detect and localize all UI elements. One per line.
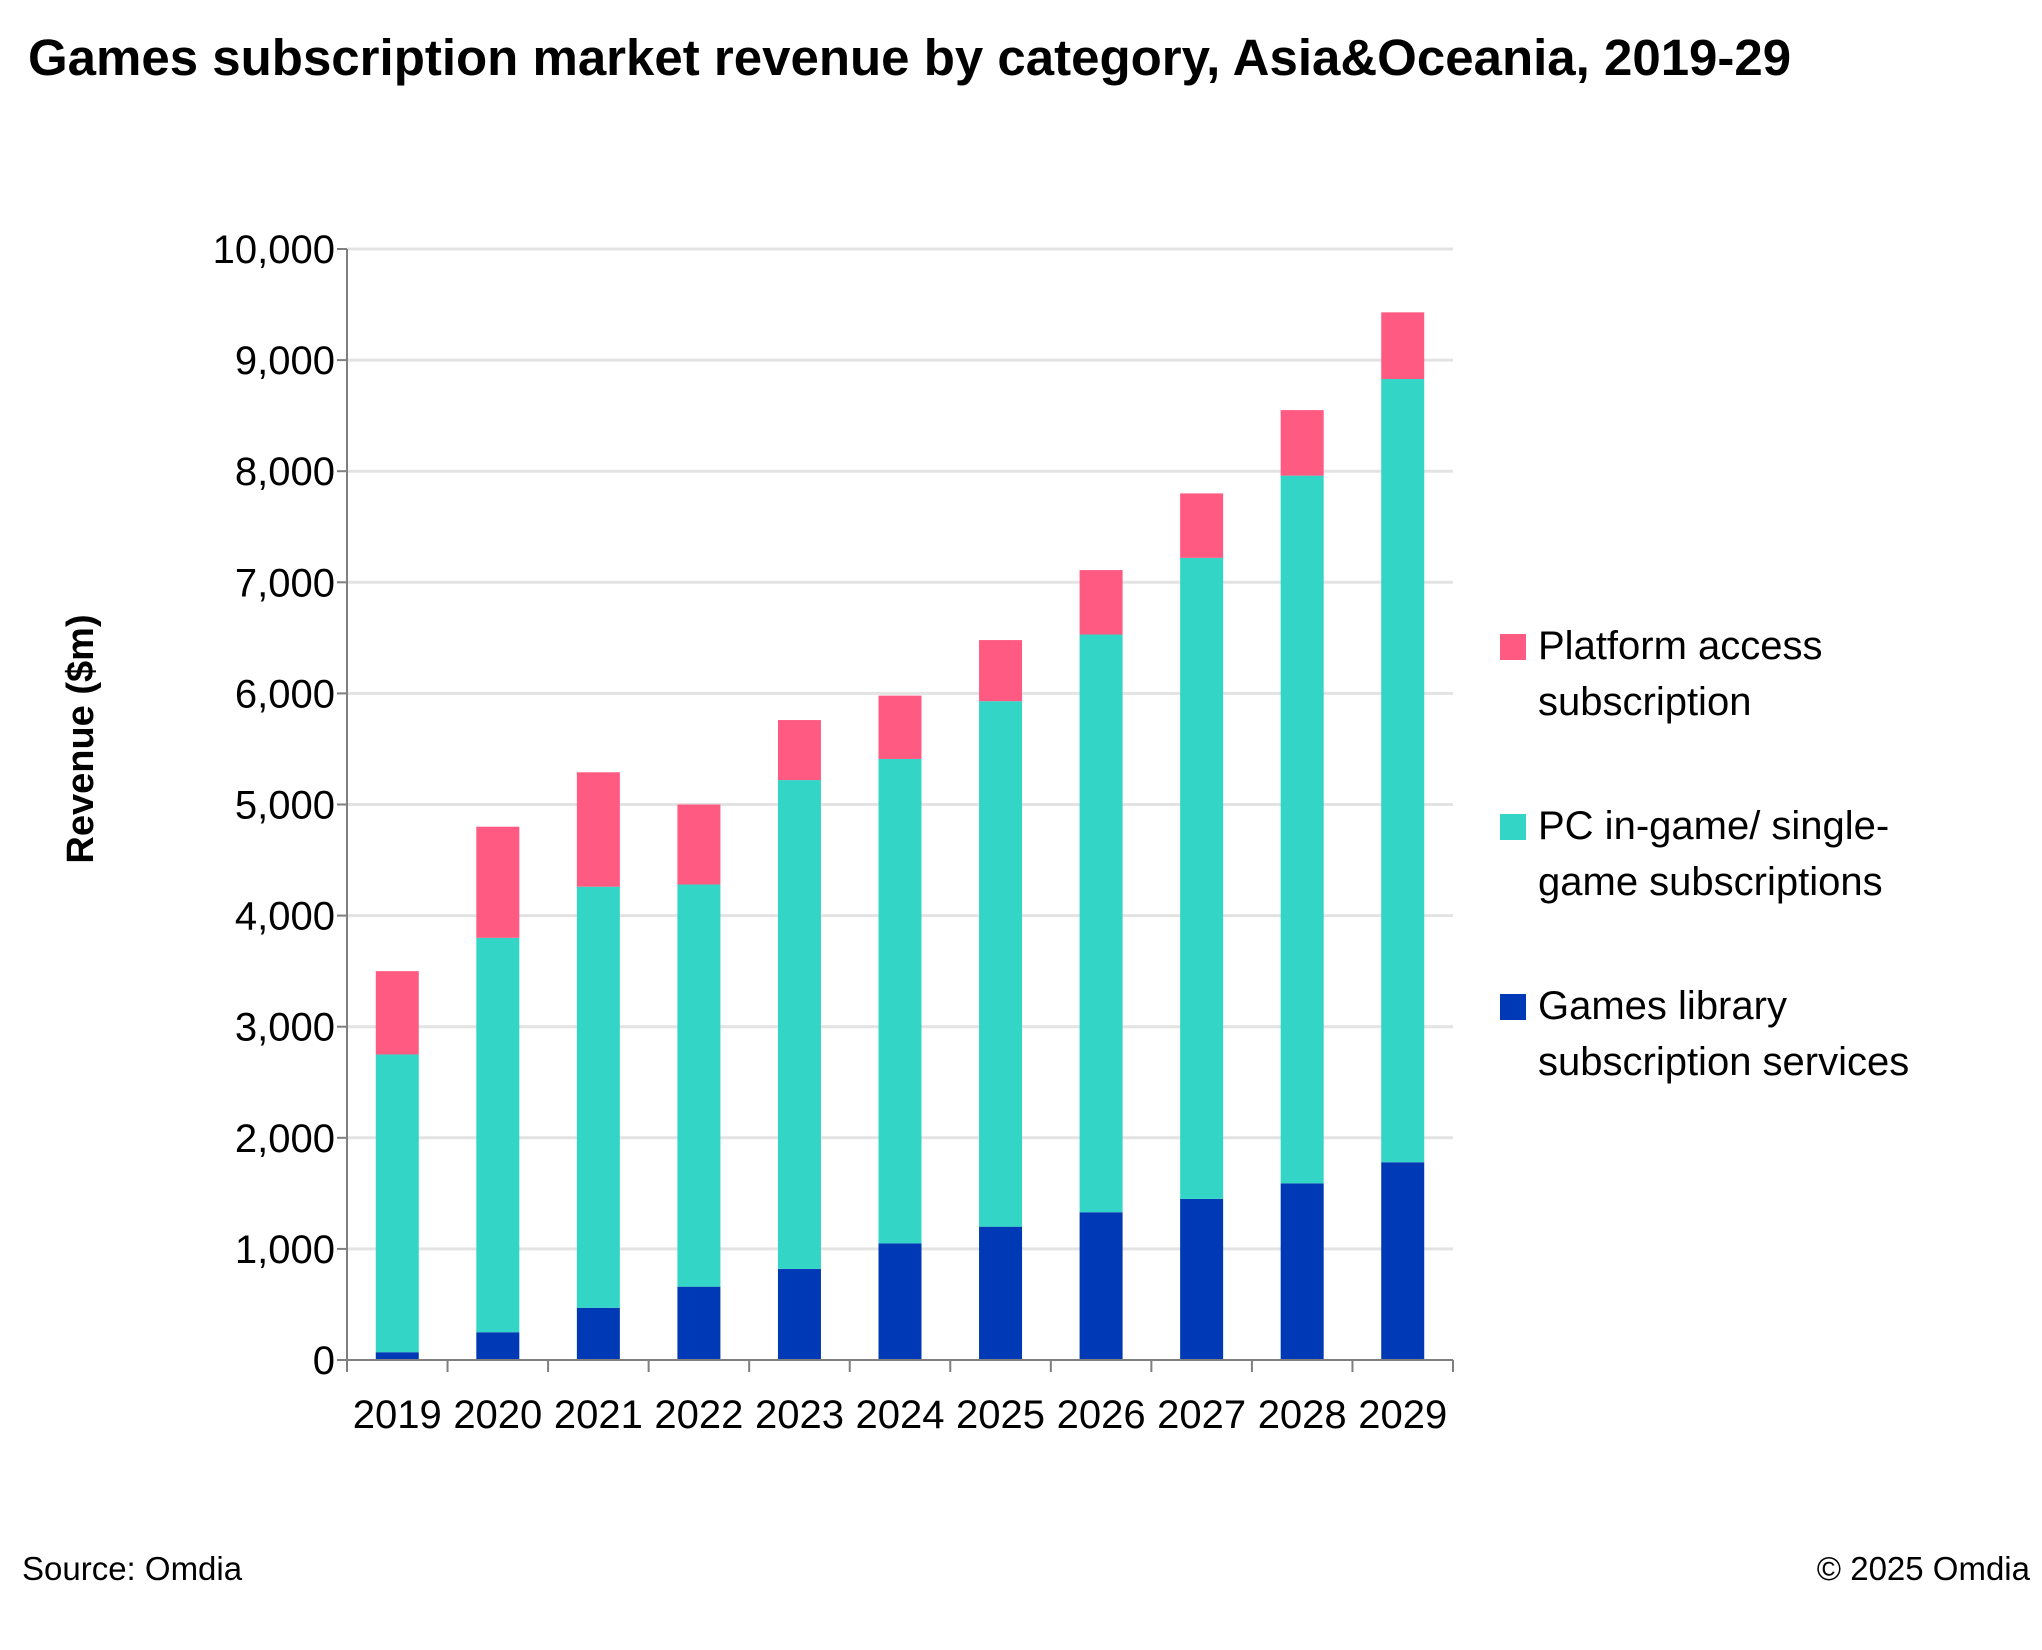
y-tick-label: 1,000 [235, 1228, 335, 1272]
axes [337, 248, 1454, 1372]
legend-swatch [1500, 634, 1526, 660]
bar-platform-2023 [777, 720, 821, 781]
y-tick-label: 5,000 [235, 784, 335, 828]
legend-item-platform: Platform access subscription [1500, 618, 2020, 730]
chart-title: Games subscription market revenue by cat… [28, 29, 1792, 86]
legend-item-library: Games library subscription services [1500, 978, 2020, 1090]
bar-pc-2025 [979, 701, 1023, 1227]
bar-platform-2026 [1079, 570, 1123, 635]
x-tick-label: 2023 [755, 1393, 844, 1437]
bar-library-2029 [1381, 1162, 1425, 1360]
x-tick-label: 2024 [856, 1393, 945, 1437]
y-tick-label: 6,000 [235, 672, 335, 716]
bar-pc-2024 [878, 758, 922, 1244]
bar-pc-2027 [1180, 557, 1224, 1199]
bar-library-2021 [576, 1307, 620, 1360]
bar-library-2020 [476, 1332, 520, 1360]
x-tick-label: 2025 [956, 1393, 1045, 1437]
x-tick-label: 2026 [1057, 1393, 1146, 1437]
legend-label-line: Games library [1538, 984, 1787, 1028]
y-axis-title: Revenue ($m) [60, 614, 102, 863]
bar-pc-2029 [1381, 378, 1425, 1163]
legend-swatch [1500, 994, 1526, 1020]
bar-library-2024 [878, 1243, 922, 1360]
bar-library-2027 [1180, 1198, 1224, 1360]
bar-library-2026 [1079, 1212, 1123, 1360]
bar-platform-2019 [375, 971, 419, 1055]
legend-item-pc: PC in-game/ single-game subscriptions [1500, 798, 2020, 910]
x-tick-label: 2027 [1157, 1393, 1246, 1437]
bar-pc-2028 [1280, 475, 1324, 1184]
bar-library-2028 [1280, 1183, 1324, 1360]
tick-labels: 0 1,000 2,000 3,000 4,000 5,000 6,000 7,000 8,00… [213, 228, 1448, 1437]
x-tick-label: 2028 [1258, 1393, 1347, 1437]
bar-pc-2026 [1079, 634, 1123, 1213]
legend-label-line: game subscriptions [1538, 860, 1883, 904]
bar-platform-2024 [878, 695, 922, 759]
legend-label-line: subscription services [1538, 1040, 1910, 1084]
copyright-note: © 2025 Omdia [1816, 1550, 2030, 1587]
x-tick-label: 2020 [453, 1393, 542, 1437]
legend-label-line: subscription [1538, 680, 1752, 724]
bar-platform-2029 [1381, 312, 1425, 379]
bar-pc-2020 [476, 937, 520, 1333]
legend: Platform access subscription PC in-game/ s… [1500, 618, 2020, 1158]
bar-platform-2027 [1180, 493, 1224, 558]
bar-pc-2021 [576, 886, 620, 1308]
bar-platform-2022 [677, 804, 721, 885]
legend-label-line: PC in-game/ single- [1538, 804, 1890, 848]
x-tick-label: 2022 [654, 1393, 743, 1437]
bar-library-2023 [777, 1268, 821, 1360]
bars [375, 312, 1425, 1360]
source-note: Source: Omdia [22, 1550, 243, 1587]
bar-pc-2022 [677, 884, 721, 1287]
bar-library-2019 [375, 1352, 419, 1360]
x-tick-label: 2019 [353, 1393, 442, 1437]
y-tick-label: 9,000 [235, 339, 335, 383]
bar-platform-2025 [979, 640, 1023, 702]
y-tick-label: 4,000 [235, 895, 335, 939]
bar-platform-2028 [1280, 410, 1324, 476]
bar-pc-2023 [777, 780, 821, 1269]
x-tick-label: 2021 [554, 1393, 643, 1437]
bar-platform-2021 [576, 772, 620, 887]
y-tick-label: 7,000 [235, 561, 335, 605]
bar-library-2022 [677, 1286, 721, 1360]
y-tick-label: 3,000 [235, 1006, 335, 1050]
bar-platform-2020 [476, 826, 520, 938]
y-tick-label: 10,000 [213, 228, 335, 272]
bar-pc-2019 [375, 1054, 419, 1353]
x-tick-label: 2029 [1358, 1393, 1447, 1437]
bar-library-2025 [979, 1226, 1023, 1360]
y-tick-label: 8,000 [235, 450, 335, 494]
y-tick-label: 2,000 [235, 1117, 335, 1161]
legend-swatch [1500, 814, 1526, 840]
y-tick-label: 0 [313, 1339, 335, 1383]
legend-label-line: Platform access [1538, 624, 1823, 668]
